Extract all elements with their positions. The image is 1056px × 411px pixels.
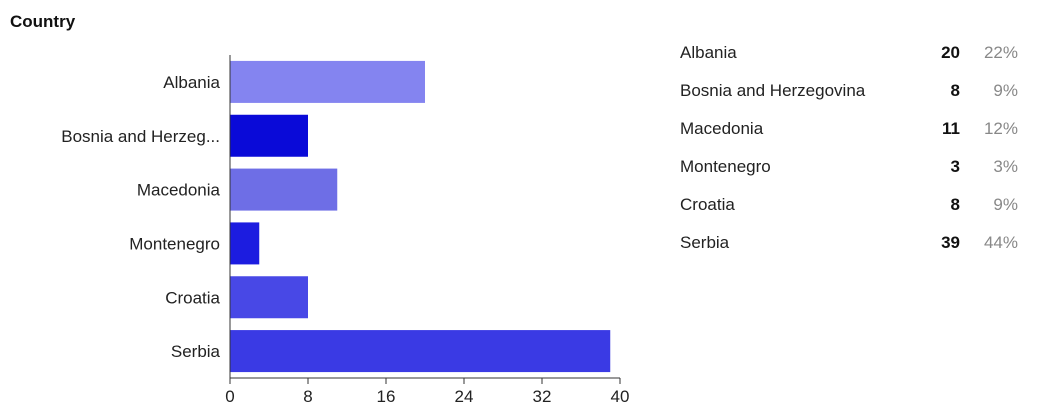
summary-percent: 3%: [993, 157, 1018, 176]
summary-percent: 22%: [983, 43, 1018, 62]
bar-5: [230, 330, 611, 373]
summary-count: 8: [950, 195, 960, 214]
summary-percent: 44%: [983, 233, 1018, 252]
bar-chart: Albania Bosnia and Herzeg... Macedonia Mont…: [61, 55, 629, 406]
summary-count: 20: [941, 43, 960, 62]
category-label-0: Albania: [163, 73, 220, 92]
x-tick-label-1: 8: [303, 387, 312, 406]
category-label-5: Serbia: [171, 342, 221, 361]
summary-percent: 9%: [993, 81, 1018, 100]
summary-row: Croatia 8 9%: [680, 186, 1018, 224]
bar-3: [230, 222, 260, 265]
bar-4: [230, 276, 308, 319]
summary-row: Bosnia and Herzegovina 8 9%: [680, 72, 1018, 110]
summary-count: 8: [950, 81, 960, 100]
x-tick-label-3: 24: [455, 387, 474, 406]
summary-percent: 9%: [993, 195, 1018, 214]
x-tick-label-0: 0: [225, 387, 234, 406]
x-tick-label-2: 16: [377, 387, 396, 406]
bar-2: [230, 168, 338, 211]
summary-count: 3: [950, 157, 960, 176]
summary-body: Albania 20 22% Bosnia and Herzegovina 8 9% Mac…: [680, 34, 1018, 262]
summary-row: Albania 20 22%: [680, 34, 1018, 72]
category-labels-group: Albania Bosnia and Herzeg... Macedonia Mont…: [61, 73, 220, 361]
summary-table: Albania 20 22% Bosnia and Herzegovina 8 9% Mac…: [680, 34, 1018, 262]
summary-label: Bosnia and Herzegovina: [680, 81, 866, 100]
category-label-4: Croatia: [165, 288, 220, 307]
category-label-3: Montenegro: [129, 234, 220, 253]
summary-label: Serbia: [680, 233, 730, 252]
chart-title: Country: [10, 12, 76, 31]
summary-label: Albania: [680, 43, 737, 62]
summary-label: Macedonia: [680, 119, 764, 138]
summary-label: Montenegro: [680, 157, 771, 176]
bar-1: [230, 114, 308, 157]
category-label-1: Bosnia and Herzeg...: [61, 127, 220, 146]
x-ticks-group: 0 8 16 24 32 40: [225, 378, 629, 406]
category-label-2: Macedonia: [137, 181, 221, 200]
summary-row: Serbia 39 44%: [680, 224, 1018, 262]
x-tick-label-4: 32: [533, 387, 552, 406]
bar-0: [230, 60, 425, 103]
bars-group: [230, 60, 611, 373]
summary-percent: 12%: [983, 119, 1018, 138]
summary-count: 39: [941, 233, 960, 252]
summary-row: Montenegro 3 3%: [680, 148, 1018, 186]
summary-row: Macedonia 11 12%: [680, 110, 1018, 148]
summary-count: 11: [942, 119, 960, 138]
x-tick-label-5: 40: [611, 387, 630, 406]
summary-label: Croatia: [680, 195, 735, 214]
